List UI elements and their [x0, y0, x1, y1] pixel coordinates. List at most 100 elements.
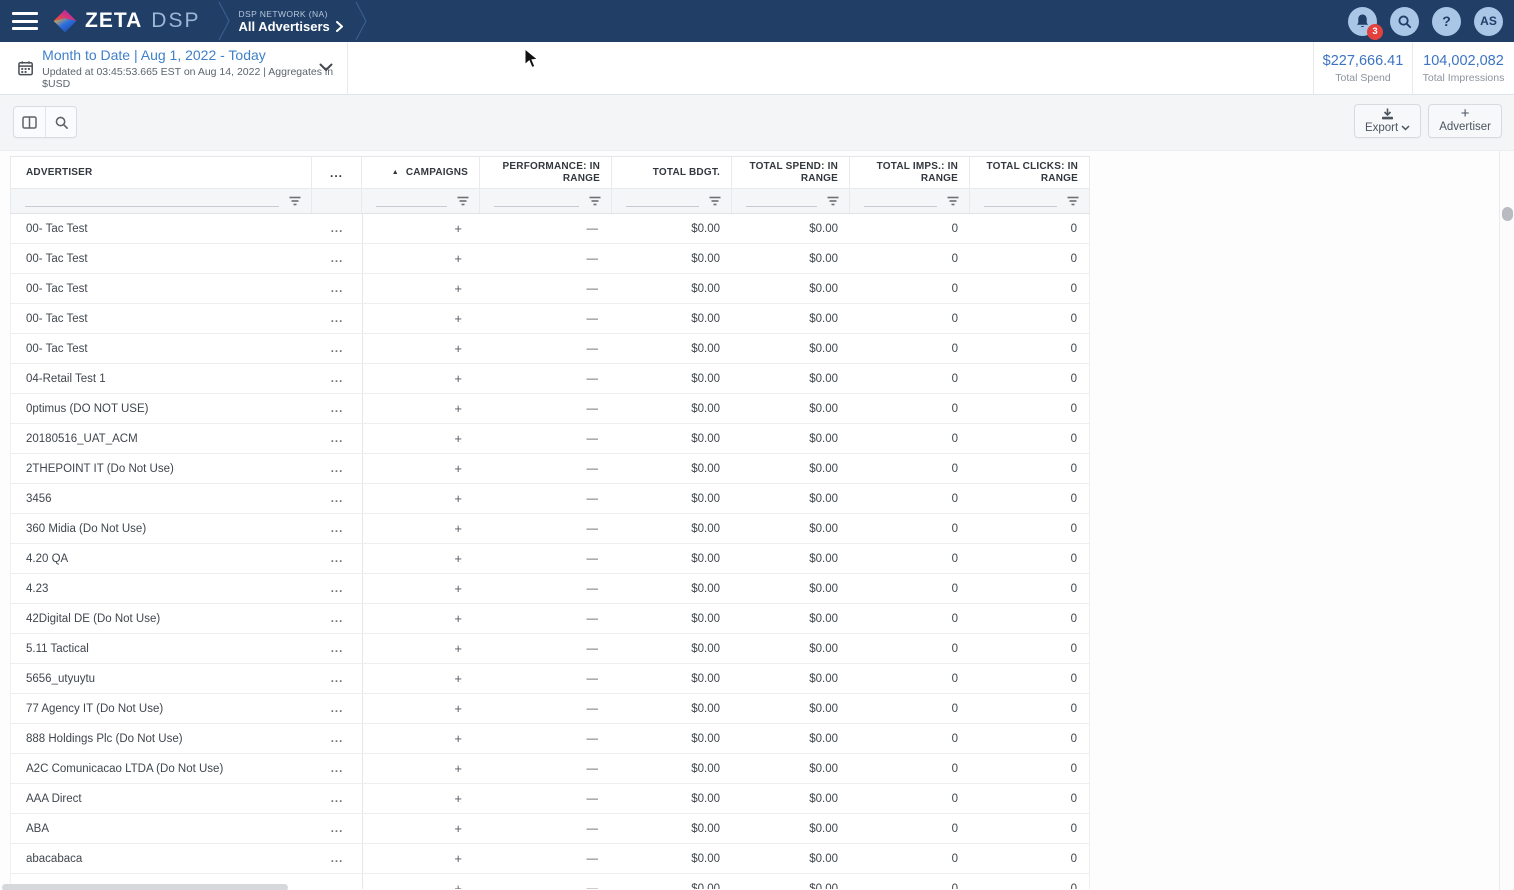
budget-filter-input[interactable]	[626, 195, 699, 207]
table-row[interactable]: ABA ... + — $0.00 $0.00 0 0	[10, 814, 1090, 844]
expand-campaigns-button[interactable]: +	[362, 244, 480, 273]
row-menu-button[interactable]: ...	[330, 342, 344, 355]
column-header-budget[interactable]: TOTAL BDGT.	[612, 157, 732, 188]
table-row[interactable]: 3456 ... + — $0.00 $0.00 0 0	[10, 484, 1090, 514]
brand-logo[interactable]: ZETA DSP	[52, 8, 200, 34]
expand-campaigns-button[interactable]: +	[362, 754, 480, 783]
expand-campaigns-button[interactable]: +	[362, 454, 480, 483]
add-advertiser-button[interactable]: + Advertiser	[1428, 104, 1502, 138]
filter-icon[interactable]	[709, 196, 721, 207]
column-header-spend[interactable]: TOTAL SPEND: IN RANGE	[732, 157, 850, 188]
expand-campaigns-button[interactable]: +	[362, 784, 480, 813]
table-row[interactable]: 00- Tac Test ... + — $0.00 $0.00 0 0	[10, 214, 1090, 244]
table-row[interactable]: 77 Agency IT (Do Not Use) ... + — $0.00 …	[10, 694, 1090, 724]
table-search-button[interactable]	[45, 107, 76, 137]
row-menu-button[interactable]: ...	[330, 312, 344, 325]
expand-campaigns-button[interactable]: +	[362, 694, 480, 723]
row-menu-button[interactable]: ...	[330, 402, 344, 415]
expand-campaigns-button[interactable]: +	[362, 574, 480, 603]
table-row[interactable]: 5656_utyuytu ... + — $0.00 $0.00 0 0	[10, 664, 1090, 694]
avatar[interactable]: AS	[1474, 6, 1503, 36]
performance-filter-input[interactable]	[494, 195, 579, 207]
horizontal-scrollbar-thumb[interactable]	[2, 884, 288, 890]
row-menu-button[interactable]: ...	[330, 672, 344, 685]
expand-campaigns-button[interactable]: +	[362, 334, 480, 363]
expand-campaigns-button[interactable]: +	[362, 634, 480, 663]
table-row[interactable]: 2THEPOINT IT (Do Not Use) ... + — $0.00 …	[10, 454, 1090, 484]
expand-campaigns-button[interactable]: +	[362, 664, 480, 693]
filter-icon[interactable]	[1067, 196, 1079, 207]
impressions-filter-input[interactable]	[864, 195, 937, 207]
notifications-button[interactable]: 3	[1348, 6, 1383, 40]
table-row[interactable]: 00- Tac Test ... + — $0.00 $0.00 0 0	[10, 244, 1090, 274]
filter-icon[interactable]	[947, 196, 959, 207]
table-row[interactable]: 04-Retail Test 1 ... + — $0.00 $0.00 0 0	[10, 364, 1090, 394]
date-range-selector[interactable]: Month to Date | Aug 1, 2022 - Today Upda…	[0, 42, 348, 94]
advertiser-filter-input[interactable]	[25, 195, 279, 207]
breadcrumb[interactable]: DSP NETWORK (NA) All Advertisers	[238, 9, 343, 34]
table-row[interactable]: 00- Tac Test ... + — $0.00 $0.00 0 0	[10, 334, 1090, 364]
row-menu-button[interactable]: ...	[330, 522, 344, 535]
row-menu-button[interactable]: ...	[330, 582, 344, 595]
expand-campaigns-button[interactable]: +	[362, 724, 480, 753]
table-row[interactable]: A2C Comunicacao LTDA (Do Not Use) ... + …	[10, 754, 1090, 784]
row-menu-button[interactable]: ...	[330, 372, 344, 385]
column-header-performance[interactable]: PERFORMANCE: IN RANGE	[480, 157, 612, 188]
expand-campaigns-button[interactable]: +	[362, 514, 480, 543]
row-menu-button[interactable]: ...	[330, 852, 344, 865]
columns-toggle-button[interactable]	[14, 107, 45, 137]
row-menu-button[interactable]: ...	[330, 462, 344, 475]
table-row[interactable]: 00- Tac Test ... + — $0.00 $0.00 0 0	[10, 274, 1090, 304]
table-row[interactable]: 00- Tac Test ... + — $0.00 $0.00 0 0	[10, 304, 1090, 334]
export-button[interactable]: Export	[1353, 104, 1422, 138]
row-menu-button[interactable]: ...	[330, 492, 344, 505]
row-menu-button[interactable]: ...	[330, 432, 344, 445]
table-row[interactable]: 4.23 ... + — $0.00 $0.00 0 0	[10, 574, 1090, 604]
search-button[interactable]	[1390, 6, 1419, 36]
row-menu-button[interactable]: ...	[330, 642, 344, 655]
column-header-menu[interactable]: ...	[312, 157, 362, 188]
column-header-clicks[interactable]: TOTAL CLICKS: IN RANGE	[970, 157, 1090, 188]
row-menu-button[interactable]: ...	[330, 822, 344, 835]
row-menu-button[interactable]: ...	[330, 702, 344, 715]
table-row[interactable]: 5.11 Tactical ... + — $0.00 $0.00 0 0	[10, 634, 1090, 664]
row-menu-button[interactable]: ...	[330, 552, 344, 565]
expand-campaigns-button[interactable]: +	[362, 604, 480, 633]
column-header-impressions[interactable]: TOTAL IMPS.: IN RANGE	[850, 157, 970, 188]
row-menu-button[interactable]: ...	[330, 732, 344, 745]
column-header-campaigns[interactable]: ▲ CAMPAIGNS	[362, 157, 480, 188]
expand-campaigns-button[interactable]: +	[362, 544, 480, 573]
table-row[interactable]: 0ptimus (DO NOT USE) ... + — $0.00 $0.00…	[10, 394, 1090, 424]
hamburger-menu-icon[interactable]	[12, 12, 38, 30]
chevron-down-icon[interactable]	[319, 63, 333, 72]
filter-icon[interactable]	[289, 196, 301, 207]
row-menu-button[interactable]: ...	[330, 762, 344, 775]
filter-icon[interactable]	[457, 196, 469, 207]
table-row[interactable]: AAA Direct ... + — $0.00 $0.00 0 0	[10, 784, 1090, 814]
expand-campaigns-button[interactable]: +	[362, 424, 480, 453]
vertical-scrollbar[interactable]	[1499, 151, 1514, 890]
expand-campaigns-button[interactable]: +	[362, 364, 480, 393]
expand-campaigns-button[interactable]: +	[362, 844, 480, 873]
expand-campaigns-button[interactable]: +	[362, 814, 480, 843]
table-row[interactable]: abacabaca ... + — $0.00 $0.00 0 0	[10, 844, 1090, 874]
table-row[interactable]: 888 Holdings Plc (Do Not Use) ... + — $0…	[10, 724, 1090, 754]
spend-filter-input[interactable]	[746, 195, 817, 207]
expand-campaigns-button[interactable]: +	[362, 274, 480, 303]
campaigns-filter-input[interactable]	[376, 195, 447, 207]
vertical-scrollbar-thumb[interactable]	[1502, 207, 1513, 221]
help-button[interactable]: ?	[1432, 6, 1461, 36]
row-menu-button[interactable]: ...	[330, 222, 344, 235]
expand-campaigns-button[interactable]: +	[362, 484, 480, 513]
row-menu-button[interactable]: ...	[330, 882, 344, 890]
expand-campaigns-button[interactable]: +	[362, 214, 480, 243]
table-row[interactable]: 4.20 QA ... + — $0.00 $0.00 0 0	[10, 544, 1090, 574]
row-menu-button[interactable]: ...	[330, 612, 344, 625]
clicks-filter-input[interactable]	[984, 195, 1057, 207]
table-row[interactable]: 42Digital DE (Do Not Use) ... + — $0.00 …	[10, 604, 1090, 634]
expand-campaigns-button[interactable]: +	[362, 304, 480, 333]
expand-campaigns-button[interactable]: +	[362, 394, 480, 423]
row-menu-button[interactable]: ...	[330, 252, 344, 265]
column-header-advertiser[interactable]: ADVERTISER	[10, 157, 312, 188]
expand-campaigns-button[interactable]: +	[362, 874, 480, 889]
